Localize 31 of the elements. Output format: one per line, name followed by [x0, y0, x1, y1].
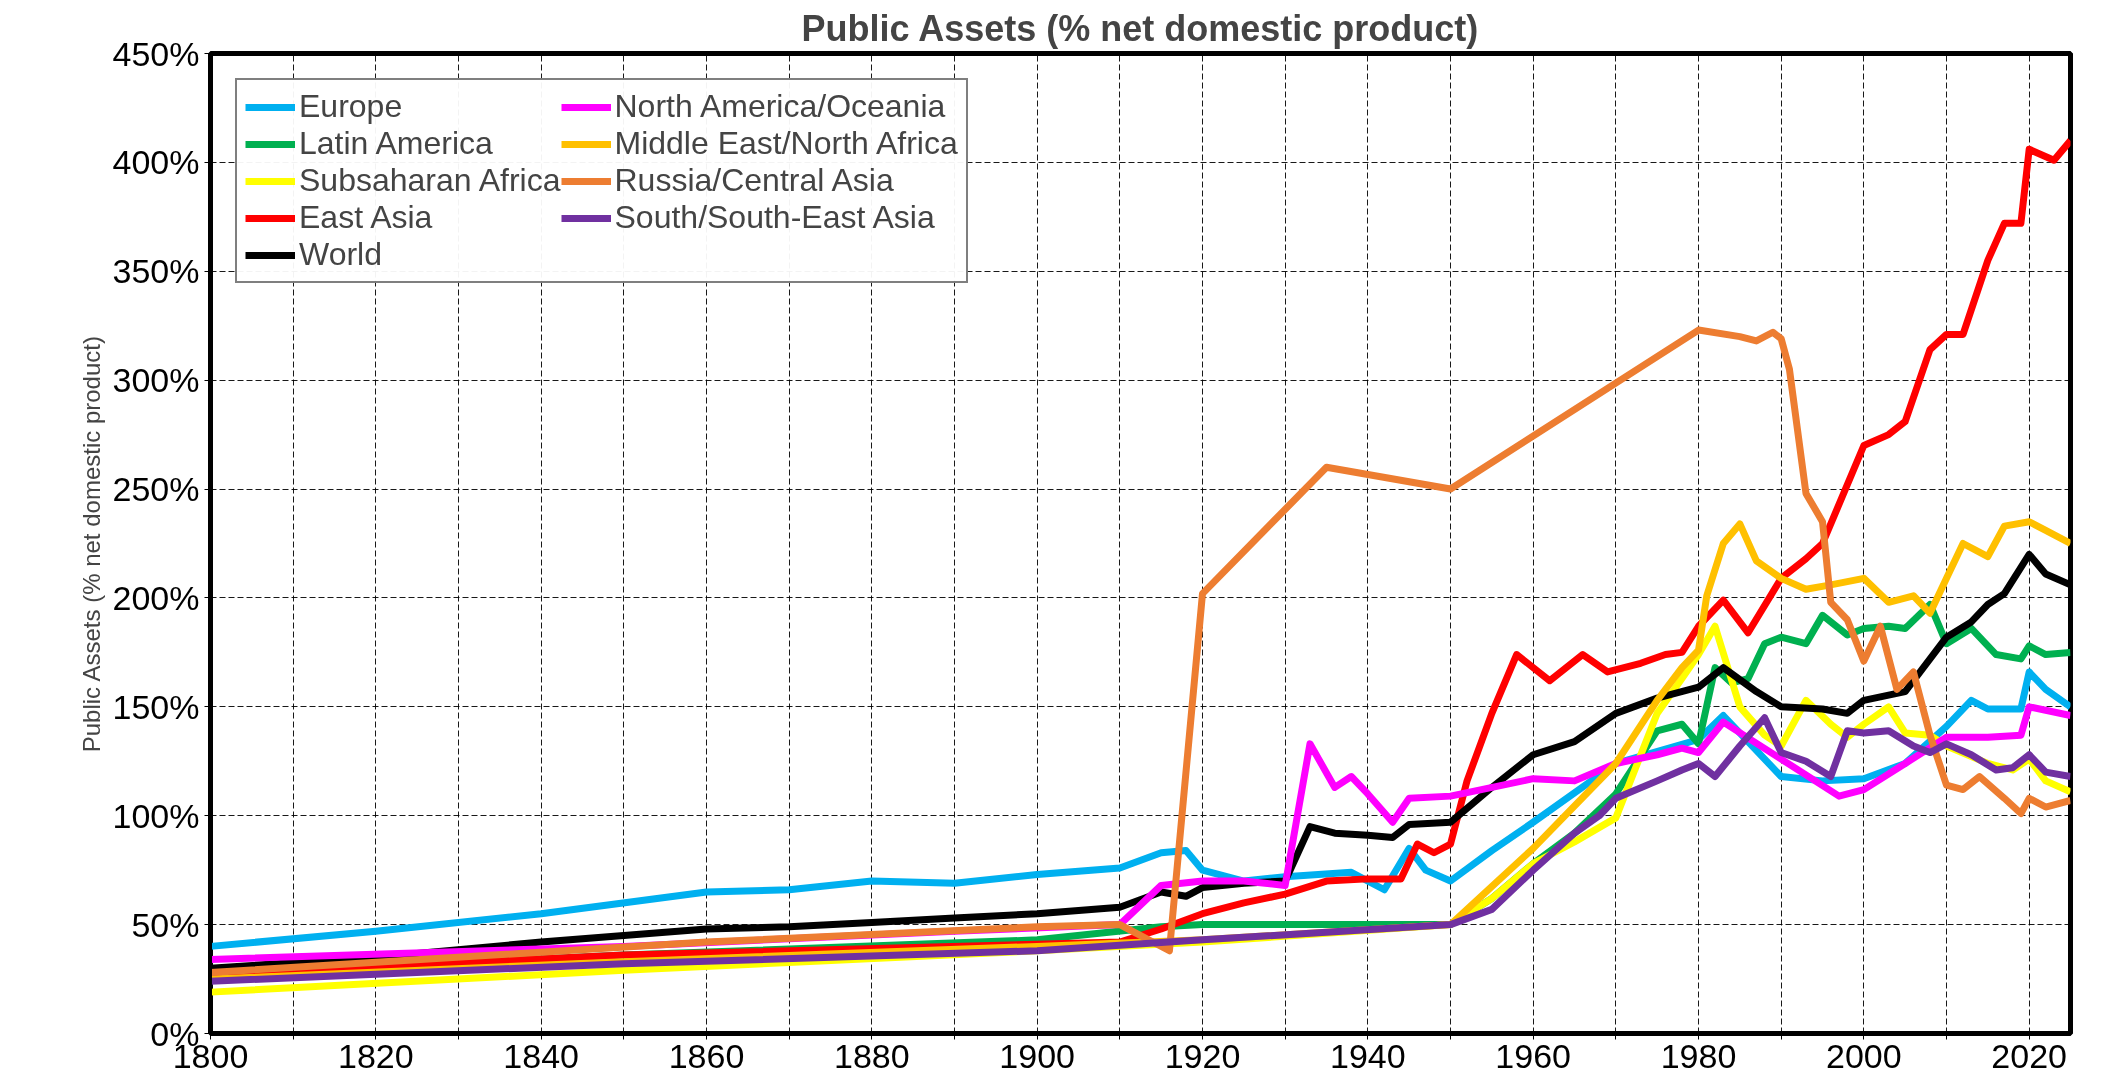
x-tick-label: 1900 — [999, 1036, 1075, 1075]
x-tick-label: 1840 — [503, 1036, 579, 1075]
y-axis-title: Public Assets (% net domestic product) — [77, 336, 105, 753]
y-tick-label: 350% — [112, 252, 200, 291]
x-tick-label: 1960 — [1495, 1036, 1571, 1075]
x-tick-label: 1880 — [834, 1036, 910, 1075]
x-tick-label: 2000 — [1826, 1036, 1902, 1075]
y-tick-label: 450% — [112, 34, 200, 73]
legend-label: North America/Oceania — [614, 88, 946, 125]
x-tick-label: 1920 — [1164, 1036, 1241, 1075]
x-tick-label: 1820 — [338, 1036, 414, 1075]
legend-label: Europe — [299, 88, 403, 125]
y-tick-label: 300% — [112, 361, 200, 400]
legend-label: East Asia — [299, 199, 433, 236]
y-tick-label: 400% — [112, 143, 200, 182]
y-tick-label: 50% — [131, 905, 200, 944]
x-tick-label: 1940 — [1330, 1036, 1406, 1075]
y-tick-label: 150% — [112, 687, 200, 726]
legend-label: World — [299, 236, 382, 273]
legend-label: Russia/Central Asia — [614, 162, 894, 199]
legend-label: South/South-East Asia — [614, 199, 935, 236]
x-tick-label: 2020 — [1991, 1036, 2067, 1075]
chart-title: Public Assets (% net domestic product) — [801, 7, 1479, 49]
legend-label: Middle East/North Africa — [614, 125, 958, 162]
legend-label: Latin America — [299, 125, 493, 162]
y-tick-label: 250% — [112, 470, 200, 509]
y-tick-label: 200% — [112, 578, 200, 617]
legend-label: Subsaharan Africa — [299, 162, 561, 199]
y-tick-label: 100% — [112, 796, 200, 835]
x-tick-label: 1980 — [1660, 1036, 1737, 1075]
x-tick-label: 1860 — [668, 1036, 745, 1075]
